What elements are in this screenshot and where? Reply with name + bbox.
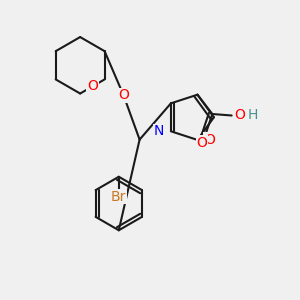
Text: O: O	[196, 136, 207, 150]
Text: H: H	[248, 109, 258, 122]
Text: O: O	[204, 133, 215, 147]
Text: O: O	[235, 109, 245, 122]
Text: N: N	[154, 124, 164, 138]
Text: O: O	[204, 133, 215, 147]
Text: Br: Br	[111, 190, 127, 204]
Text: O: O	[87, 80, 98, 94]
Text: O: O	[118, 88, 129, 102]
